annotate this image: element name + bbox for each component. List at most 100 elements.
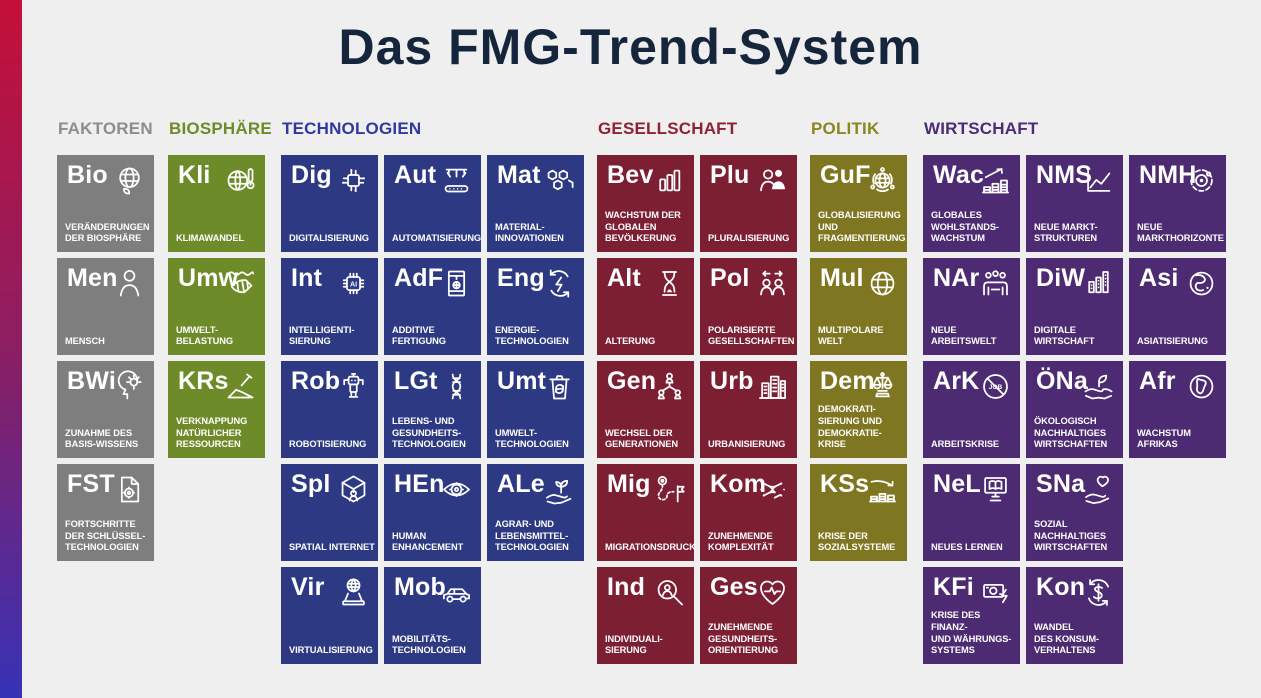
tile-symbol: Bio <box>67 161 108 189</box>
conveyor-icon <box>439 163 474 198</box>
molecule-hex-icon <box>542 163 577 198</box>
globe-asia-icon <box>1184 266 1219 301</box>
tile-mig: Mig MIGRATIONSDRUCK <box>597 464 696 561</box>
tile-label: MIGRATIONSDRUCK <box>605 542 696 553</box>
tile-ges: Ges ZUNEHMENDE GESUNDHEITS- ORIENTIERUNG <box>700 567 797 664</box>
tile-label: SPATIAL INTERNET <box>289 542 375 553</box>
tile-guf: GuF GLOBALISIERUNG UND FRAGMENTIERUNG <box>810 155 907 252</box>
tile-label: MATERIAL- INNOVATIONEN <box>495 221 564 244</box>
tile-label: NEUE ARBEITSWELT <box>931 324 997 347</box>
tile-label: VERKNAPPUNG NATÜRLICHER RESSOURCEN <box>176 415 248 450</box>
tile-label: ROBOTISIERUNG <box>289 439 367 450</box>
tile-label: PLURALISIERUNG <box>708 233 790 244</box>
tile-adf: AdF ADDITIVE FERTIGUNG <box>384 258 481 355</box>
tile-label: ADDITIVE FERTIGUNG <box>392 324 446 347</box>
tile-label: AUTOMATISIERUNG <box>392 233 482 244</box>
tile-umt: Umt UMWELT- TECHNOLOGIEN <box>487 361 584 458</box>
tile-krs: KRs VERKNAPPUNG NATÜRLICHER RESSOURCEN <box>168 361 265 458</box>
tile-label: NEUES LERNEN <box>931 542 1003 553</box>
tile-kss: KSs KRISE DER SOZIALSYSTEME <box>810 464 907 561</box>
tile-ark: ArK JOB ARBEITSKRISE <box>923 361 1020 458</box>
group-biosphaere: BIOSPHÄRE Kli KLIMAWANDEL Umw UMWELT- BELAS… <box>168 119 272 458</box>
tile-nms: NMS NEUE MARKT- STRUKTUREN <box>1026 155 1123 252</box>
scales-icon <box>865 369 900 404</box>
tile-label: DIGITALISIERUNG <box>289 233 369 244</box>
tile-symbol: AdF <box>394 264 444 292</box>
tile-vir: Vir VIRTUALISIERUNG <box>281 567 378 664</box>
accent-gradient-strip <box>0 0 22 698</box>
tile-wac: Wac GLOBALES WOHLSTANDS- WACHSTUM <box>923 155 1020 252</box>
tile-symbol: FST <box>67 470 115 498</box>
tile-nmh: NMH NEUE MARKTHORIZONTE <box>1129 155 1226 252</box>
tile-dem: Dem DEMOKRATI- SIERUNG UND DEMOKRATIE-KRI… <box>810 361 907 458</box>
tile-symbol: GuF <box>820 161 871 189</box>
tile-symbol: HEn <box>394 470 445 498</box>
tile-plu: Plu PLURALISIERUNG <box>700 155 797 252</box>
globe-grid-icon <box>865 266 900 301</box>
tile-umw: Umw UMWELT- BELASTUNG <box>168 258 265 355</box>
tile-symbol: Dig <box>291 161 332 189</box>
tile-symbol: Plu <box>710 161 750 189</box>
circuit-icon <box>336 163 371 198</box>
coins-up-arrow-icon <box>978 163 1013 198</box>
tile-label: ALTERUNG <box>605 336 656 347</box>
tile-symbol: Kli <box>178 161 211 189</box>
tile-symbol: Aut <box>394 161 437 189</box>
tile-symbol: Dem <box>820 367 875 395</box>
tile-symbol: Mul <box>820 264 864 292</box>
hourglass-icon <box>652 266 687 301</box>
tile-symbol: Eng <box>497 264 545 292</box>
document-gear-icon <box>112 472 147 507</box>
banknote-bolt-icon <box>978 575 1013 610</box>
data-columns-icon <box>1081 266 1116 301</box>
no-job-icon: JOB <box>978 369 1013 404</box>
tile-label: KRISE DES FINANZ- UND WÄHRUNGS- SYSTEMS <box>931 610 1012 656</box>
group-header-wirtschaft: WIRTSCHAFT <box>924 119 1039 138</box>
group-header-faktoren: FAKTOREN <box>58 119 153 138</box>
people-apart-icon <box>755 266 790 301</box>
route-flag-icon <box>652 472 687 507</box>
tile-label: MENSCH <box>65 336 105 347</box>
tile-symbol: Umw <box>178 264 239 292</box>
tile-mat: Mat MATERIAL- INNOVATIONEN <box>487 155 584 252</box>
head-idea-icon <box>112 369 147 404</box>
shovel-mound-icon <box>223 369 258 404</box>
tile-symbol: Mob <box>394 573 446 601</box>
people-pair-icon <box>755 163 790 198</box>
tile-symbol: BWi <box>67 367 116 395</box>
tile-ind: Ind INDIVIDUALI- SIERUNG <box>597 567 694 664</box>
tile-symbol: Urb <box>710 367 754 395</box>
leaf-hands-icon <box>1081 369 1116 404</box>
tile-symbol: ÖNa <box>1036 367 1089 395</box>
tile-label: POLARISIERTE GESELLSCHAFTEN <box>708 324 795 347</box>
city-icon <box>755 369 790 404</box>
tile-symbol: Bev <box>607 161 654 189</box>
tile-symbol: KRs <box>178 367 229 395</box>
family-tree-icon <box>652 369 687 404</box>
tile-label: KLIMAWANDEL <box>176 233 245 244</box>
tile-grid-biosphaere: Kli KLIMAWANDEL Umw UMWELT- BELASTUNG KRs VER… <box>168 155 272 458</box>
tile-dig: Dig DIGITALISIERUNG <box>281 155 378 252</box>
tile-symbol: Gen <box>607 367 657 395</box>
globe-thermometer-icon <box>223 163 258 198</box>
sprout-hand-icon <box>542 472 577 507</box>
tile-alt: Alt ALTERUNG <box>597 258 694 355</box>
car-icon <box>439 575 474 610</box>
tile-grid-technologien: Dig DIGITALISIERUNG Aut AUTOMATISIERUNG Mat M… <box>281 155 584 664</box>
tile-symbol: Asi <box>1139 264 1179 292</box>
tile-label: GLOBALISIERUNG UND FRAGMENTIERUNG <box>818 209 906 244</box>
tile-sna: SNa SOZIAL NACHHALTIGES WIRTSCHAFTEN <box>1026 464 1123 561</box>
tile-label: ZUNEHMENDE GESUNDHEITS- ORIENTIERUNG <box>708 621 779 656</box>
tile-symbol: KSs <box>820 470 870 498</box>
tile-label: ENERGIE- TECHNOLOGIEN <box>495 324 569 347</box>
tile-symbol: ALe <box>497 470 545 498</box>
globe-leaf-icon <box>112 163 147 198</box>
group-gesellschaft: GESELLSCHAFT Bev WACHSTUM DER GLOBALEN BE… <box>597 119 797 664</box>
dollar-cycle-icon <box>1081 575 1116 610</box>
tile-label: ZUNAHME DES BASIS-WISSENS <box>65 427 139 450</box>
coins-down-arrow-icon <box>865 472 900 507</box>
tile-label: WANDEL DES KONSUM- VERHALTENS <box>1034 621 1100 656</box>
tile-lgt: LGt LEBENS- UND GESUNDHEITS- TECHNOLOGIEN <box>384 361 481 458</box>
tile-symbol: Vir <box>291 573 325 601</box>
